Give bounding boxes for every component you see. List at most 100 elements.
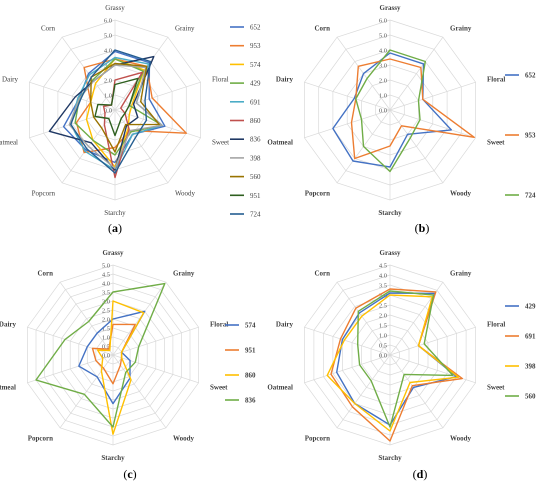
axis-label-woody: Woody <box>173 435 195 443</box>
legend-label-652: 652 <box>525 72 536 80</box>
axis-label-floral: Floral <box>210 321 228 329</box>
axis-label-starchy: Starchy <box>104 209 126 217</box>
axis-label-floral: Floral <box>487 76 505 84</box>
grid-spoke <box>304 354 391 384</box>
series-line-724 <box>70 49 152 174</box>
tick-label: 1.5 <box>379 323 387 330</box>
legend-label-560: 560 <box>250 173 261 181</box>
series-line-398 <box>326 294 460 432</box>
tick-label: 0.0 <box>104 108 112 115</box>
grid-spoke <box>336 281 391 356</box>
tick-label: 4.5 <box>102 272 110 279</box>
tick-label: 4.0 <box>102 281 110 288</box>
legend-label-574: 574 <box>250 61 261 69</box>
axis-label-corn: Corn <box>37 270 53 278</box>
axis-label-grainy: Grainy <box>175 25 195 33</box>
tick-label: 5.0 <box>104 33 112 40</box>
tick-label: 2.0 <box>104 78 112 85</box>
axis-label-popcorn: Popcorn <box>28 435 53 443</box>
tick-label: 5.0 <box>379 33 387 40</box>
legend-label-574: 574 <box>245 322 256 330</box>
tick-label: 3.5 <box>379 283 387 290</box>
tick-label: 1.0 <box>102 335 110 342</box>
grid-spoke <box>112 354 199 384</box>
legend-label-860: 860 <box>250 117 261 125</box>
axis-label-sweet: Sweet <box>210 384 228 392</box>
tick-label: 4.5 <box>379 263 387 270</box>
axis-label-grainy: Grainy <box>450 270 472 278</box>
grid-spoke <box>112 326 199 356</box>
tick-label: 4.0 <box>379 48 387 55</box>
tick-label: 0.5 <box>102 344 110 351</box>
axis-label-corn: Corn <box>314 25 330 33</box>
legend-label-429: 429 <box>525 303 536 311</box>
axis-label-sweet: Sweet <box>212 139 229 147</box>
axis-label-grainy: Grainy <box>173 270 195 278</box>
axis-label-corn: Corn <box>41 25 56 33</box>
axis-label-woody: Woody <box>175 190 196 198</box>
axis-label-popcorn: Popcorn <box>32 190 56 198</box>
radar-panel-3: 0.0 0.5 1.0 1.5 2.0 2.5 3.0 3.5 4.0 4.5 5.0 Grassy G… <box>0 249 256 481</box>
tick-label: 2.0 <box>379 313 387 320</box>
axis-label-starchy: Starchy <box>378 454 402 462</box>
tick-label: 1.0 <box>379 333 387 340</box>
tick-label: 2.5 <box>379 303 387 310</box>
axis-label-starchy: Starchy <box>378 209 402 217</box>
legend-label-860: 860 <box>245 372 256 380</box>
tick-label: 0.0 <box>379 353 387 360</box>
axis-label-dairy: Dairy <box>276 321 294 329</box>
legend-label-836: 836 <box>245 397 256 405</box>
tick-label: 0.0 <box>102 353 110 360</box>
panel-label: (c) <box>123 467 136 481</box>
axis-label-popcorn: Popcorn <box>305 190 330 198</box>
axis-label-floral: Floral <box>487 321 505 329</box>
legend-label-724: 724 <box>250 211 261 219</box>
legend-label-951: 951 <box>245 347 256 355</box>
series-line-860 <box>102 71 144 179</box>
axis-label-dairy: Dairy <box>2 76 18 84</box>
tick-label: 6.0 <box>379 18 387 25</box>
grid-spoke <box>389 36 444 111</box>
tick-label: 3.0 <box>379 63 387 70</box>
tick-label: 2.0 <box>379 78 387 85</box>
tick-label: 4.0 <box>104 48 112 55</box>
axis-label-sweet: Sweet <box>487 384 505 392</box>
grid-spoke <box>112 281 167 356</box>
legend-label-691: 691 <box>250 98 261 106</box>
tick-label: 1.0 <box>104 93 112 100</box>
legend-label-836: 836 <box>250 136 261 144</box>
legend-label-951: 951 <box>250 192 261 200</box>
legend-label-398: 398 <box>525 363 536 371</box>
grid-spoke <box>29 81 116 111</box>
grid-spoke <box>29 109 116 139</box>
grid-spoke <box>304 109 391 139</box>
tick-label: 2.5 <box>102 308 110 315</box>
tick-label: 3.5 <box>102 290 110 297</box>
tick-label: 1.0 <box>379 93 387 100</box>
axis-label-grassy: Grassy <box>105 4 125 12</box>
legend-label-560: 560 <box>525 393 536 401</box>
legend-label-953: 953 <box>525 132 536 140</box>
tick-label: 3.0 <box>102 299 110 306</box>
series-line-724 <box>355 49 426 173</box>
series-line-560 <box>357 290 454 428</box>
axis-label-dairy: Dairy <box>0 321 16 329</box>
grid-spoke <box>389 109 444 184</box>
grid-spoke <box>304 81 391 111</box>
radar-panel-4: 0.00.51.01.52.02.53.03.54.04.5GrassyGrai… <box>267 249 536 481</box>
axis-label-starchy: Starchy <box>101 454 125 462</box>
axis-label-grassy: Grassy <box>380 4 402 12</box>
axis-label-woody: Woody <box>450 435 472 443</box>
panel-label: (d) <box>413 467 428 481</box>
tick-label: 0.5 <box>379 343 387 350</box>
tick-label: 1.5 <box>102 326 110 333</box>
axis-label-oatmeal: Oatmeal <box>267 139 293 147</box>
series-line-560 <box>89 62 160 153</box>
grid-spoke <box>304 326 391 356</box>
grid-spoke <box>114 109 169 184</box>
tick-label: 6.0 <box>104 18 112 25</box>
axis-label-oatmeal: Oatmeal <box>0 384 16 392</box>
axis-label-corn: Corn <box>314 270 330 278</box>
